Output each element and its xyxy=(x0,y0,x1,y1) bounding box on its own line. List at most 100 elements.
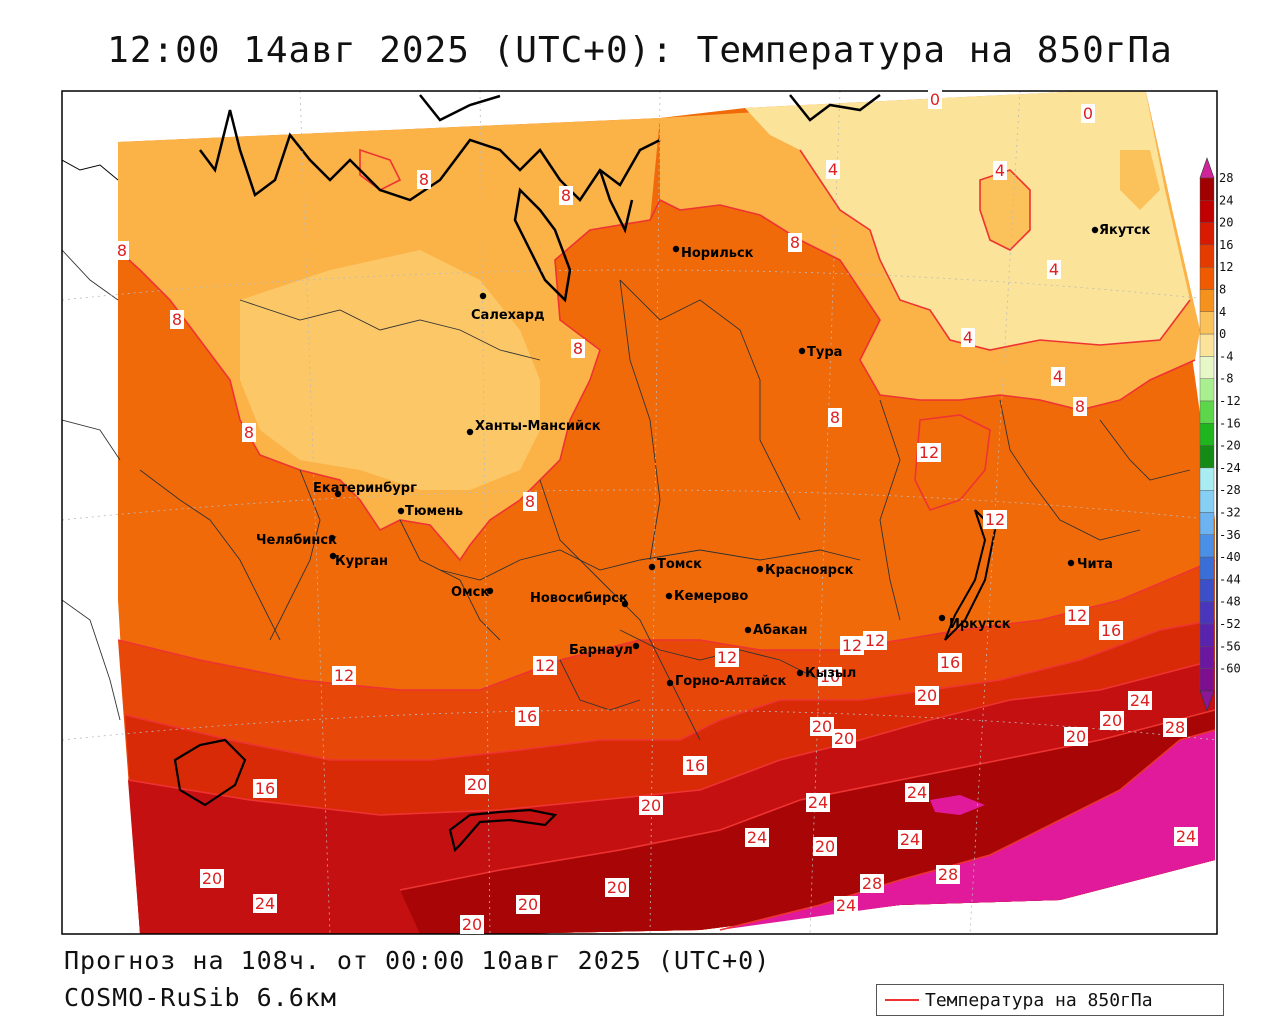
contour-label-box xyxy=(1100,711,1124,730)
contour-label: 20 xyxy=(467,775,487,794)
colorbar-swatch xyxy=(1199,423,1215,446)
colorbar-tick-label: -56 xyxy=(1219,639,1241,653)
colorbar-tick-label: -36 xyxy=(1219,528,1241,542)
city-marker xyxy=(1091,226,1099,234)
colorbar-tick-label: -44 xyxy=(1219,572,1241,586)
contour-label-box xyxy=(993,161,1007,180)
contour-label-box xyxy=(465,775,489,794)
contour-label: 16 xyxy=(685,756,705,775)
colorbar-tick-label: -4 xyxy=(1219,349,1233,363)
contour-label-box xyxy=(1051,367,1065,386)
zone-4-8-east-island-2 xyxy=(1120,150,1160,210)
contour-label: 20 xyxy=(815,837,835,856)
city-marker xyxy=(672,245,680,253)
colorbar-swatch xyxy=(1199,556,1215,580)
contour-label: 16 xyxy=(255,779,275,798)
colorbar-bottom-arrow xyxy=(1199,690,1215,712)
contour-label-box xyxy=(832,729,856,748)
colorbar-swatch xyxy=(1199,311,1215,335)
colorbar-swatch xyxy=(1199,534,1215,558)
contour-label-box xyxy=(683,756,707,775)
colorbar-swatch xyxy=(1199,445,1215,469)
contour-label: 24 xyxy=(255,894,275,913)
contour-label: 28 xyxy=(862,874,882,893)
contour-label: 12 xyxy=(919,443,939,462)
contour-label-box xyxy=(715,648,739,667)
contour-label-box xyxy=(936,865,960,884)
contour-label-box xyxy=(928,90,942,109)
zone-4-8-inner xyxy=(240,250,540,490)
contour-label: 12 xyxy=(535,656,555,675)
colorbar-swatch xyxy=(1199,490,1215,513)
contour-label: 8 xyxy=(830,408,840,427)
colorbar-swatch xyxy=(1199,222,1215,246)
contour-label-box xyxy=(813,837,837,856)
colorbar-tick-label: -12 xyxy=(1219,394,1241,408)
city-marker xyxy=(466,428,474,436)
colorbar-tick-label: -16 xyxy=(1219,416,1241,430)
colorbar-tick-label: -8 xyxy=(1219,372,1233,386)
contour-label-box xyxy=(1128,691,1152,710)
city-marker xyxy=(621,600,629,608)
contour-label-box xyxy=(515,707,539,726)
city-marker xyxy=(744,626,752,634)
contour-label: 24 xyxy=(1130,691,1150,710)
city-marker xyxy=(666,679,674,687)
contour-label: 20 xyxy=(462,915,482,934)
city-name: Челябинск xyxy=(256,533,337,548)
contour-label-box xyxy=(639,796,663,815)
contour-label: 4 xyxy=(1053,367,1063,386)
contour-label-box xyxy=(516,895,540,914)
zone-4-8-east-island xyxy=(980,170,1030,250)
contour-label: 24 xyxy=(836,896,856,915)
contour-label: 20 xyxy=(917,686,937,705)
city-name: Абакан xyxy=(753,623,808,638)
contour-label: 8 xyxy=(790,233,800,252)
contour-label-box xyxy=(745,828,769,847)
contour-label: 12 xyxy=(1067,606,1087,625)
contour-label-box xyxy=(1073,397,1087,416)
contour-label: 16 xyxy=(1101,621,1121,640)
contour-label: 20 xyxy=(1066,727,1086,746)
contour-label-box xyxy=(983,510,1007,529)
contour-label-box xyxy=(417,170,431,189)
city-layer: Якутск Норильск Салехард Тура Ханты-Мансийск… xyxy=(256,223,1151,689)
colorbar-swatch xyxy=(1199,200,1215,223)
contour-label: 16 xyxy=(940,653,960,672)
contour-label-box xyxy=(917,443,941,462)
contour-label-box xyxy=(170,310,184,329)
contour-label-box xyxy=(938,653,962,672)
contour-label: 8 xyxy=(117,241,127,260)
zone-28-plus-2 xyxy=(930,795,985,815)
colorbar-tick-label: 0 xyxy=(1219,327,1226,341)
colorbar-swatch xyxy=(1199,289,1215,312)
contour-label-box xyxy=(571,339,585,358)
contour-label: 28 xyxy=(1165,718,1185,737)
contour-label: 12 xyxy=(842,636,862,655)
contour-label-box xyxy=(961,328,975,347)
colorbar-tick-label: 28 xyxy=(1219,171,1233,185)
contour-label-box xyxy=(863,631,887,650)
legend-label: Температура на 850гПа xyxy=(925,990,1153,1011)
contour-label-box xyxy=(332,666,356,685)
colorbar: 28 24 20 16 12 8 4 0 -4 -8 -12 -16 -20 -24 -28 -32 -36 -4… xyxy=(1199,157,1241,712)
colorbar-swatch xyxy=(1199,333,1215,357)
contour-label-box xyxy=(115,241,129,260)
colorbar-tick-label: -52 xyxy=(1219,617,1241,631)
colorbar-tick-label: 12 xyxy=(1219,260,1233,274)
colorbar-swatch xyxy=(1199,244,1215,268)
contour-label-box xyxy=(828,408,842,427)
zone-28-plus xyxy=(720,730,1215,930)
city-name: Кызыл xyxy=(805,666,856,681)
city-marker xyxy=(479,292,487,300)
city-marker xyxy=(648,563,656,571)
contour-label: 16 xyxy=(517,707,537,726)
contour-label-box xyxy=(460,915,484,934)
colorbar-swatch xyxy=(1199,512,1215,535)
city-marker xyxy=(334,490,342,498)
city-name: Омск xyxy=(451,585,489,600)
contour-label: 8 xyxy=(172,310,182,329)
city-name: Кемерово xyxy=(674,589,748,604)
contour-label: 20 xyxy=(1102,711,1122,730)
